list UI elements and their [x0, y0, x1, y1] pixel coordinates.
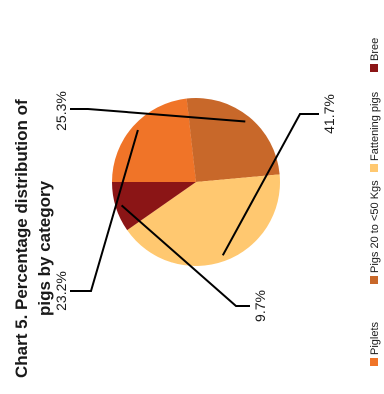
legend: Piglets Pigs 20 to <50 Kgs Fattening pigs B… [369, 38, 381, 366]
chart-title-line2: pigs by category [35, 180, 54, 316]
slice-label-1: 23.2% [53, 271, 69, 311]
legend-label-2: Pigs 20 to <50 Kgs [369, 180, 381, 273]
leader-line-1 [70, 129, 139, 292]
leader-line-3 [221, 113, 319, 256]
pie-slices [112, 98, 280, 266]
legend-swatch-1 [370, 358, 378, 366]
pie-slice-pigs-20-to-50-kgs [186, 98, 280, 182]
leader-lines [70, 108, 319, 307]
pie-slice-breeding-pigs [112, 182, 196, 231]
legend-label-4: Bree [369, 38, 381, 61]
leader-line-2 [70, 108, 246, 123]
legend-label-3: Fattening pigs [369, 91, 381, 161]
slice-label-2: 25.3% [53, 91, 69, 131]
legend-label-1: Piglets [369, 321, 381, 355]
pie-slice-piglets [112, 98, 196, 182]
chart-rotated-group: Chart 5. Percentage distribution of pigs… [12, 38, 381, 378]
slice-label-4: 9.7% [252, 290, 268, 322]
legend-swatch-4 [370, 64, 378, 72]
slice-labels: 23.2% 25.3% 41.7% 9.7% [53, 91, 337, 322]
legend-swatch-3 [370, 164, 378, 172]
slice-label-3: 41.7% [321, 94, 337, 134]
chart-title-line1: Chart 5. Percentage distribution of [12, 99, 31, 378]
legend-swatch-2 [370, 276, 378, 284]
leader-line-4 [120, 204, 250, 307]
